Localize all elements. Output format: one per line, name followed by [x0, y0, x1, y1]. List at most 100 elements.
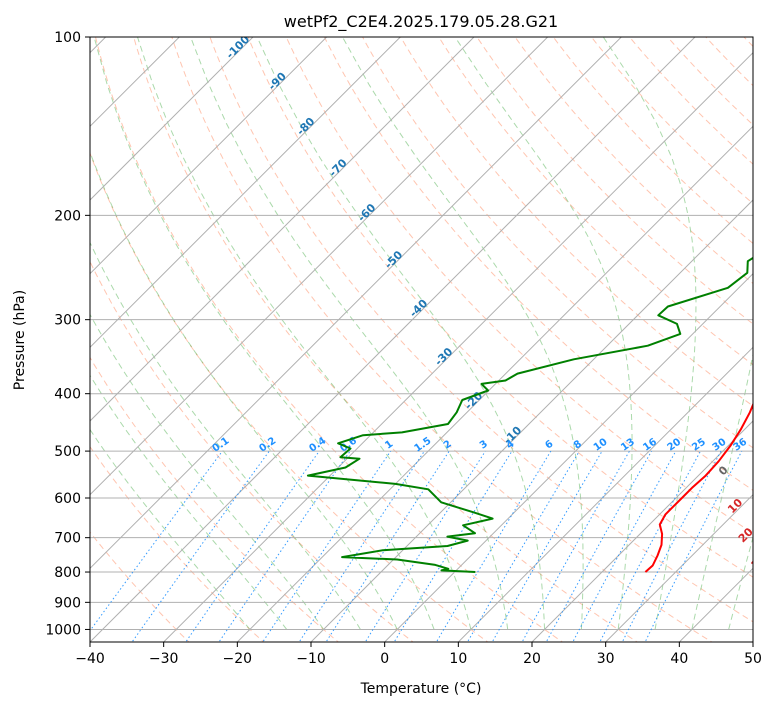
mixing-ratio-line: [466, 450, 580, 642]
x-tick-label: −10: [296, 651, 326, 667]
x-tick-label: 40: [670, 651, 688, 667]
x-tick-label: 0: [380, 651, 389, 667]
y-tick-label: 400: [54, 387, 81, 403]
x-axis-label: Temperature (°C): [360, 681, 482, 697]
mixing-ratio-line: [621, 450, 722, 642]
y-tick-label: 900: [54, 595, 81, 611]
isotherm-label: -80: [294, 115, 317, 138]
dry-adiabat-line: [247, 37, 753, 578]
moist-adiabat-line: [342, 37, 584, 630]
dry-adiabat-line: [90, 531, 190, 642]
moist-adiabat-line: [90, 374, 288, 630]
chart-title: wetPf2_C2E4.2025.179.05.28.G21: [284, 12, 558, 32]
dry-adiabat-line: [90, 445, 265, 642]
y-tick-label: 600: [54, 491, 81, 507]
dry-adiabat-line: [514, 37, 753, 285]
x-tick-label: −20: [223, 651, 253, 667]
x-tick-label: 50: [744, 651, 762, 667]
x-tick-label: −30: [149, 651, 179, 667]
isotherm-line: [90, 37, 402, 349]
isotherm-line: [90, 37, 328, 275]
mixing-ratio-labels: 0.1 0.2 0.4 0.6 1 1.5 2 3 4 6 8 10 13 16 20 25 30 36: [211, 435, 750, 454]
moist-adiabat-line: [90, 241, 361, 630]
y-tick-label: 300: [54, 313, 81, 329]
dry-adiabat-line: [209, 37, 753, 623]
mixing-ratio-line: [572, 450, 677, 642]
mixing-ratio-label: 0.4: [307, 435, 328, 454]
mixing-ratio-line: [599, 450, 701, 642]
plot-frame: [89, 36, 754, 643]
isotherm-line: [90, 37, 254, 201]
y-axis-label: Pressure (hPa): [12, 290, 28, 390]
mixing-ratio-line: [545, 450, 653, 642]
y-tick-label: 1000: [45, 622, 81, 638]
x-tick-label: 10: [449, 651, 467, 667]
isotherm-label: -60: [355, 201, 378, 224]
isotherm-line: [90, 37, 475, 422]
x-axis: −40 −30 −20 −10 0 10 20 30 40 50: [75, 642, 762, 667]
series-layer: [306, 256, 753, 573]
isotherm-line: [90, 37, 549, 496]
dewpoint-profile-line: [306, 256, 753, 573]
isotherm-line: [90, 37, 623, 570]
isotherm-line: [310, 199, 753, 642]
dry-adiabat-line: [323, 37, 753, 491]
moist-adiabat-label: 30: [749, 551, 769, 571]
dry-adiabat-line: [285, 37, 753, 534]
isotherm-label: -40: [407, 297, 430, 320]
isotherm-line: [457, 346, 753, 642]
x-tick-label: 30: [597, 651, 615, 667]
moist-adiabat-line: [691, 352, 753, 630]
isotherm-line: [531, 420, 753, 642]
dry-adiabat-line: [361, 37, 753, 449]
dry-adiabat-line: [95, 37, 564, 642]
isotherm-line: [90, 37, 696, 642]
isotherm-line: [604, 493, 753, 642]
x-tick-label: 20: [523, 651, 541, 667]
y-tick-label: 500: [54, 444, 81, 460]
mixing-ratio-line: [435, 450, 552, 642]
y-tick-label: 200: [54, 208, 81, 224]
y-axis: 100 200 300 400 500 600 700 800 900 1000: [45, 30, 90, 638]
moist-adiabat-line: [728, 535, 753, 630]
moist-adiabat-line: [90, 313, 325, 630]
isotherm-label: -30: [432, 345, 455, 368]
isotherm-line: [236, 125, 753, 642]
moist-adiabat-line: [93, 37, 435, 630]
dry-adiabat-line: [438, 37, 753, 366]
isotherm-label: -90: [266, 70, 289, 93]
isotherm-line: [383, 272, 753, 642]
moist-adiabat-line: [190, 37, 509, 630]
moist-adiabat-line: [137, 37, 472, 630]
isotherm-line: [90, 37, 181, 128]
mixing-ratio-label: 6: [543, 439, 555, 452]
mixing-ratio-label: 3: [478, 439, 490, 452]
temperature-profile-line: [644, 402, 753, 573]
moist-adiabat-label: 10: [725, 496, 745, 516]
y-tick-label: 700: [54, 531, 81, 547]
y-tick-label: 100: [54, 30, 81, 46]
mixing-ratio-line: [90, 450, 223, 632]
mixing-ratio-line: [298, 450, 425, 642]
dry-adiabat-line: [666, 37, 753, 126]
dry-adiabat-line: [476, 37, 753, 325]
dry-adiabat-line: [705, 37, 753, 87]
dry-adiabat-line: [90, 260, 414, 642]
background-lines: [90, 37, 753, 642]
moist-adiabat-line: [454, 37, 633, 630]
dry-adiabat-line: [400, 37, 753, 407]
moist-adiabat-line: [90, 428, 251, 630]
x-tick-label: −40: [75, 651, 105, 667]
dry-adiabat-line: [133, 37, 638, 642]
dry-adiabat-line: [90, 151, 489, 642]
moist-adiabat-line: [256, 37, 546, 630]
isotherm-line: [162, 51, 753, 642]
mixing-ratio-line: [521, 450, 630, 642]
mixing-ratio-line: [185, 450, 320, 642]
mixing-ratio-line: [491, 450, 603, 642]
dry-adiabat-line: [628, 37, 753, 165]
dry-adiabat-line: [171, 37, 713, 642]
mixing-ratio-label: 1.5: [413, 435, 434, 454]
